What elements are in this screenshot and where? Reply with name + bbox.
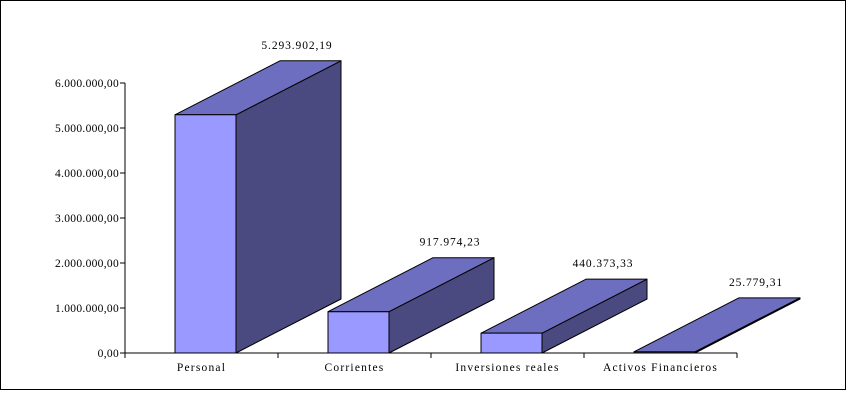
data-label: 25.779,31 — [729, 277, 783, 289]
y-tick-label: 2.000.000,00 — [55, 258, 119, 270]
y-tick-label: 5.000.000,00 — [55, 123, 119, 135]
data-label: 440.373,33 — [573, 258, 634, 270]
bars — [174, 60, 801, 354]
y-tick-label: 1.000.000,00 — [55, 303, 119, 315]
y-tick-label: 4.000.000,00 — [55, 168, 119, 180]
data-label: 5.293.902,19 — [261, 40, 332, 52]
y-tick-label: 3.000.000,00 — [55, 213, 119, 225]
data-label: 917.974,23 — [420, 237, 481, 249]
bar-front-face — [327, 311, 390, 354]
bar — [633, 297, 801, 354]
y-tick-label: 0,00 — [98, 348, 119, 360]
bar-front-face — [480, 332, 543, 354]
x-tick-label: Corrientes — [325, 362, 385, 374]
x-tick-label: Personal — [177, 362, 226, 374]
y-tick-label: 6.000.000,00 — [55, 78, 119, 90]
labels: 5.293.902,19 Personal 917.974,23 Corrientes… — [177, 40, 783, 374]
x-tick-label: Activos Financieros — [603, 362, 718, 374]
bar — [480, 278, 648, 354]
bar-front-face — [174, 114, 237, 354]
bar — [327, 257, 495, 354]
bar — [174, 60, 342, 354]
bar-front-face — [633, 351, 696, 354]
x-tick-label: Inversiones reales — [455, 362, 559, 374]
